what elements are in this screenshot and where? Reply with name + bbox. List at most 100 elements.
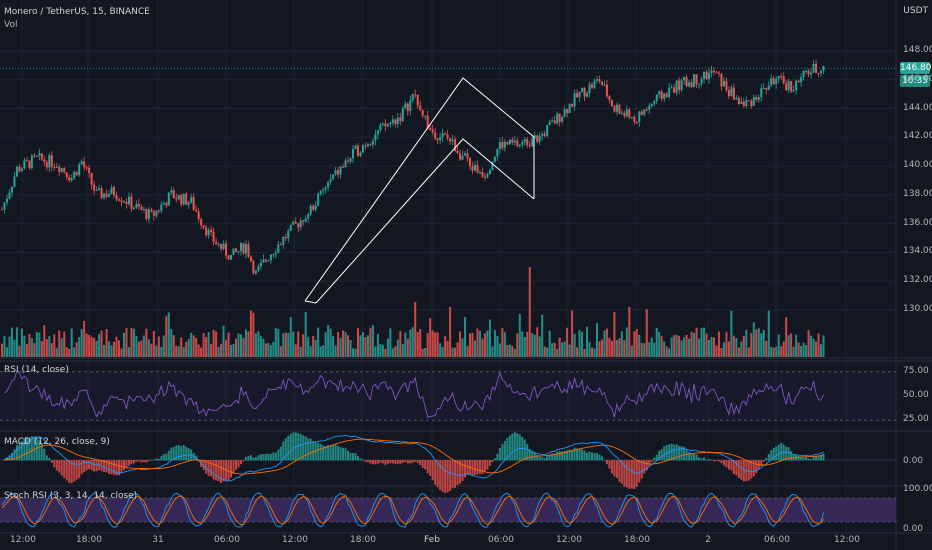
candle bbox=[28, 160, 31, 169]
macd-histogram bbox=[18, 442, 21, 461]
candle bbox=[309, 205, 312, 215]
rsi-title[interactable]: RSI (14, close) bbox=[4, 365, 69, 375]
candle bbox=[531, 138, 534, 147]
rsi-tick-label: 25.00 bbox=[903, 414, 929, 425]
volume-bar bbox=[787, 335, 790, 357]
volume-bar bbox=[822, 335, 825, 357]
volume-bar bbox=[172, 335, 175, 357]
macd-histogram bbox=[88, 460, 91, 469]
candle bbox=[88, 167, 91, 173]
volume-bar bbox=[775, 346, 778, 357]
volume-bar bbox=[553, 342, 556, 357]
volume-bar bbox=[10, 327, 13, 357]
macd-histogram bbox=[755, 460, 758, 474]
macd-histogram bbox=[165, 453, 168, 461]
candle bbox=[140, 206, 143, 210]
candle bbox=[715, 72, 718, 74]
volume-bar bbox=[65, 347, 68, 357]
volume-bar bbox=[247, 331, 250, 357]
macd-histogram bbox=[715, 460, 718, 461]
candle bbox=[185, 193, 188, 205]
macd-histogram bbox=[496, 453, 499, 461]
macd-histogram bbox=[538, 456, 541, 461]
macd-histogram bbox=[461, 460, 464, 482]
volume-bar bbox=[366, 335, 369, 357]
volume-bar bbox=[698, 338, 701, 357]
candle bbox=[625, 109, 628, 117]
volume-bar bbox=[737, 347, 740, 357]
volume-bar bbox=[613, 312, 616, 357]
volume-bar bbox=[583, 348, 586, 357]
macd-histogram bbox=[220, 460, 223, 484]
macd-histogram bbox=[167, 450, 170, 461]
macd-title[interactable]: MACD (12, 26, close, 9) bbox=[4, 437, 110, 447]
candle bbox=[770, 78, 773, 86]
macd-histogram bbox=[722, 460, 725, 466]
candle bbox=[235, 248, 238, 252]
macd-histogram bbox=[404, 460, 407, 463]
volume-bar bbox=[43, 325, 46, 357]
candle bbox=[603, 84, 606, 86]
volume-bar bbox=[371, 324, 374, 357]
volume-bar bbox=[578, 330, 581, 357]
candle bbox=[175, 198, 178, 200]
volume-bar bbox=[705, 333, 708, 357]
macd-histogram bbox=[319, 444, 322, 461]
volume-bar bbox=[170, 328, 173, 357]
macd-histogram bbox=[640, 460, 643, 479]
candle bbox=[23, 160, 26, 169]
candle bbox=[732, 87, 735, 100]
volume-bar bbox=[8, 336, 11, 357]
candle bbox=[541, 134, 544, 136]
candle bbox=[93, 184, 96, 191]
stoch-title[interactable]: Stoch RSI (3, 3, 14, 14, close) bbox=[4, 491, 138, 501]
macd-histogram bbox=[648, 460, 651, 466]
volume-bar bbox=[202, 333, 205, 357]
candle bbox=[137, 203, 140, 207]
symbol-legend[interactable]: Monero / TetherUS, 15, BINANCE Vol bbox=[4, 6, 150, 32]
volume-bar bbox=[40, 341, 43, 357]
candle bbox=[765, 88, 768, 90]
candle bbox=[339, 166, 342, 175]
macd-histogram bbox=[690, 453, 693, 461]
macd-histogram bbox=[185, 446, 188, 461]
candle bbox=[501, 141, 504, 149]
candle bbox=[528, 145, 531, 147]
volume-label: Vol bbox=[4, 20, 18, 30]
macd-histogram bbox=[478, 460, 481, 474]
volume-bar bbox=[521, 331, 524, 357]
macd-histogram bbox=[60, 460, 63, 476]
macd-histogram bbox=[329, 445, 332, 461]
macd-histogram bbox=[615, 460, 618, 479]
candle bbox=[125, 201, 128, 205]
volume-bar bbox=[481, 338, 484, 357]
volume-bar bbox=[50, 343, 53, 357]
rsi-tick-label: 75.00 bbox=[903, 365, 929, 376]
candle bbox=[381, 123, 384, 125]
macd-histogram bbox=[28, 437, 31, 461]
currency-label[interactable]: USDT bbox=[903, 6, 928, 16]
volume-bar bbox=[429, 317, 432, 357]
candle bbox=[364, 145, 367, 147]
volume-bar bbox=[232, 344, 235, 357]
candle bbox=[790, 80, 793, 92]
volume-bar bbox=[299, 346, 302, 357]
candle bbox=[820, 70, 823, 74]
candle bbox=[742, 101, 745, 106]
candle bbox=[568, 104, 571, 114]
macd-histogram bbox=[53, 460, 56, 468]
macd-histogram bbox=[486, 460, 489, 470]
macd-histogram bbox=[115, 460, 118, 476]
volume-bar bbox=[361, 332, 364, 357]
volume-bar bbox=[663, 341, 666, 357]
time-tick-label: 06:00 bbox=[764, 535, 790, 545]
volume-bar bbox=[777, 334, 780, 357]
volume-bar bbox=[386, 338, 389, 357]
volume-bar bbox=[70, 328, 73, 357]
candle bbox=[508, 139, 511, 145]
volume-bar bbox=[805, 344, 808, 357]
rsi-band bbox=[0, 371, 896, 421]
candle bbox=[787, 80, 790, 90]
